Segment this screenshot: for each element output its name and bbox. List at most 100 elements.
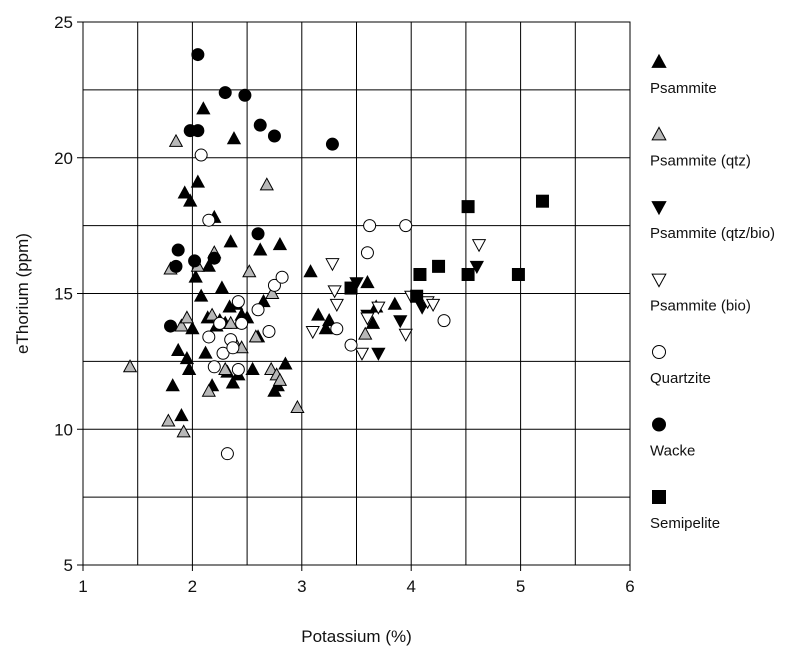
y-tick-label: 15 [54,285,73,304]
data-point-series-3 [305,326,320,340]
data-point-series-4 [220,447,234,461]
data-point-series-0 [278,356,293,370]
legend-label: Wacke [650,443,695,460]
data-point-series-0 [322,313,337,327]
data-point-series-4 [275,270,289,284]
data-point-series-3 [398,328,413,342]
data-point-series-0 [360,274,375,289]
data-point-series-4 [360,246,374,260]
x-tick-label: 3 [297,577,306,596]
data-point-series-0 [272,236,288,251]
data-point-series-0 [253,242,268,256]
data-point-series-0 [177,185,192,199]
data-point-series-4 [194,148,208,162]
x-tick-label: 6 [625,577,634,596]
data-point-series-0 [387,296,402,310]
legend-label: Quartzite [650,370,711,387]
data-point-series-4 [231,363,245,377]
data-point-series-0 [225,375,241,389]
data-point-series-0 [190,174,206,188]
data-point-series-1 [358,326,373,340]
y-axis-label: eThorium (ppm) [13,233,32,354]
data-point-series-3 [354,347,370,361]
data-point-series-5 [325,137,339,151]
data-point-series-4 [262,325,276,339]
data-point-series-5 [251,227,265,241]
data-point-series-1 [204,307,220,321]
data-point-series-4 [344,338,358,352]
data-point-series-4 [202,213,216,227]
data-point-series-4 [202,330,216,344]
y-tick-label: 20 [54,149,73,168]
data-point-series-5 [191,48,205,62]
data-point-series-1 [242,264,257,278]
legend-marker [651,126,667,141]
data-point-series-1 [201,383,216,397]
data-point-series-0 [214,280,230,294]
legend-marker [651,273,667,288]
data-point-series-1 [161,413,176,427]
data-point-series-6 [511,267,525,281]
data-point-series-2 [469,260,484,274]
data-point-series-0 [198,345,213,359]
data-point-series-3 [325,258,340,272]
data-point-series-1 [218,361,233,375]
data-point-series-4 [251,303,265,317]
data-point-series-4 [363,219,377,233]
x-axis: 1 2 3 4 5 6 [78,565,635,596]
data-point-series-0 [188,269,203,283]
data-point-series-6 [461,200,475,214]
legend-label: Psammite (qtz) [650,153,751,170]
data-point-series-5 [218,86,232,100]
legend: Psammite Psammite (qtz) Psammite (qtz/bio)… [650,53,775,532]
data-point-series-6 [535,194,549,208]
data-point-series-6 [432,259,446,273]
y-tick-label: 10 [54,420,73,439]
legend-label: Semipelite [650,515,720,532]
data-point-series-5 [171,243,185,257]
data-point-series-6 [461,267,475,281]
legend-marker [652,345,666,359]
legend-label: Psammite (qtz/bio) [650,225,775,242]
legend-marker [652,417,666,432]
data-point-series-3 [329,298,344,313]
data-point-series-1 [174,318,189,332]
data-points [122,48,549,461]
data-point-series-5 [188,254,202,268]
data-point-series-1 [290,399,305,413]
data-point-series-0 [185,321,200,335]
data-point-series-0 [196,101,211,115]
data-point-series-4 [207,360,221,374]
y-tick-label: 5 [64,556,73,575]
data-point-series-5 [238,88,252,102]
data-point-series-3 [471,239,487,253]
data-point-series-1 [176,424,191,438]
data-point-series-1 [223,315,238,329]
data-point-series-6 [344,281,358,295]
data-point-series-5 [207,251,221,265]
data-point-series-6 [413,267,427,281]
data-point-series-5 [191,124,205,138]
data-point-series-4 [330,322,344,336]
y-axis: 5 10 15 20 25 [54,13,83,575]
legend-marker [651,201,667,216]
data-point-series-0 [171,342,186,356]
data-point-series-4 [399,219,413,233]
data-point-series-4 [213,316,227,330]
data-point-series-4 [226,341,240,355]
data-point-series-0 [365,315,381,329]
data-point-series-5 [267,129,281,143]
data-point-series-1 [122,359,138,373]
data-point-series-4 [216,346,230,360]
data-point-series-0 [179,351,195,365]
data-point-series-1 [179,310,195,324]
data-point-series-0 [183,193,198,207]
x-tick-label: 2 [188,577,197,596]
data-point-series-4 [231,295,245,309]
data-point-series-5 [169,259,183,273]
data-point-series-3 [327,285,342,299]
legend-label: Psammite [650,80,717,97]
x-axis-label: Potassium (%) [301,627,412,646]
data-point-series-0 [194,288,209,302]
